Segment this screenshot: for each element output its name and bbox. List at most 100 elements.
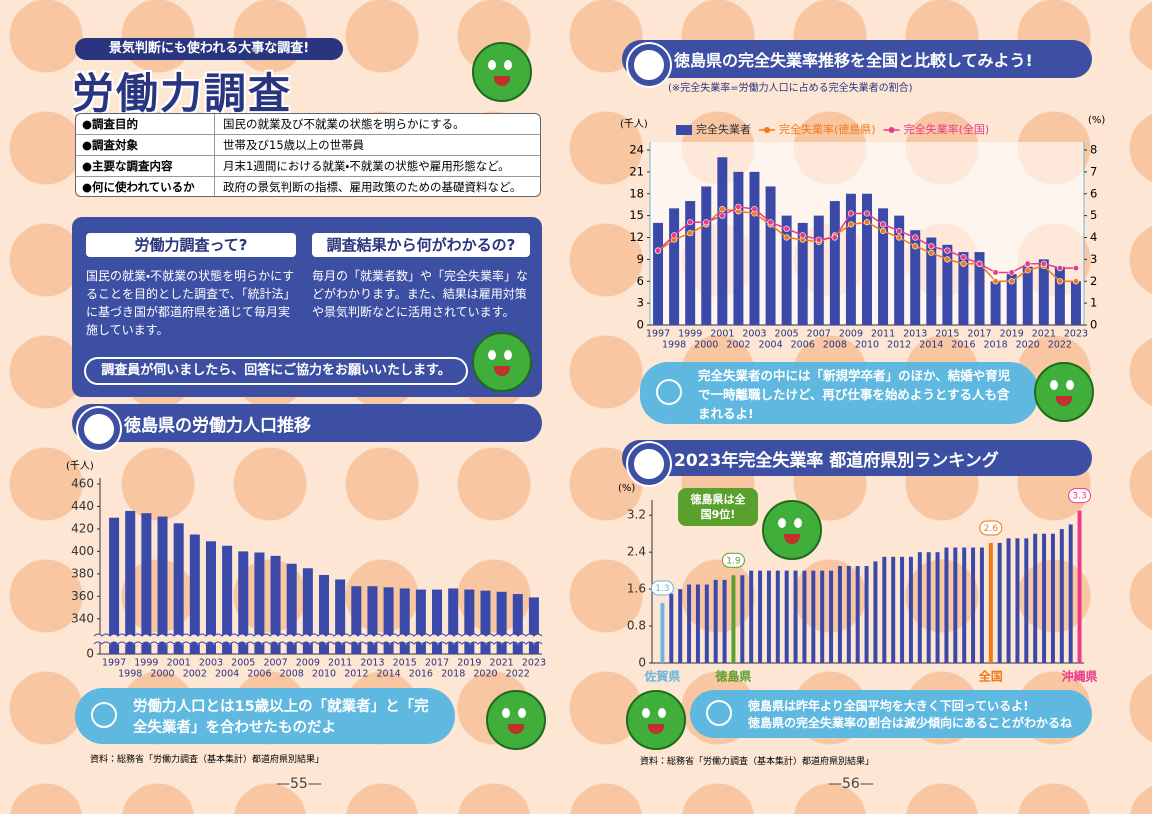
mascot (626, 690, 686, 750)
section-header: 徳島県の完全失業率推移を全国と比較してみよう! (622, 40, 1092, 86)
axis-break (93, 641, 543, 645)
bar (678, 589, 683, 663)
bar (882, 556, 887, 663)
x-tick-label: 2018 (441, 669, 465, 680)
bar (1006, 538, 1011, 663)
bar (1006, 273, 1017, 325)
point (992, 269, 999, 276)
y2-tick-label: 7 (1090, 164, 1097, 178)
bar (701, 186, 712, 325)
table-row: ●調査対象 世帯及び15歳以上の世帯員 (76, 135, 540, 156)
y2-tick-label: 1 (1090, 296, 1097, 310)
bar (917, 552, 922, 663)
bar (733, 171, 744, 325)
bar (894, 215, 905, 325)
point (863, 219, 871, 226)
point (863, 210, 871, 217)
y-tick-label: 6 (637, 274, 644, 288)
bar (944, 547, 949, 663)
bar (222, 545, 233, 654)
point (767, 219, 774, 226)
legend-label: 完全失業率(徳島県) (779, 122, 876, 136)
table-cell: 政府の景気判断の指標、雇用政策のための基礎資料など。 (223, 180, 522, 194)
point (654, 247, 662, 254)
bar (496, 591, 507, 654)
y-tick-label: 1.6 (627, 582, 646, 596)
bar (157, 516, 168, 654)
bar (660, 602, 665, 663)
section-title: 徳島県の労働力人口推移 (124, 415, 311, 436)
point (1040, 260, 1047, 267)
bar (958, 252, 969, 325)
y-tick-label: 18 (629, 186, 644, 200)
annotation: 徳島県は全国9位! (678, 488, 758, 526)
bar (878, 208, 889, 325)
bar (974, 252, 985, 325)
point (847, 210, 855, 217)
point (1024, 260, 1031, 267)
point (944, 247, 951, 254)
y-tick-label: 9 (637, 252, 644, 266)
table-cell: ●何に使われているか (76, 177, 215, 196)
x-tick-label: 2000 (150, 669, 174, 680)
gear-icon (78, 408, 120, 450)
point (783, 225, 790, 232)
bar (766, 570, 771, 663)
mascot (472, 332, 532, 392)
labor-force-chart: (千人)034036038040042044046019971998199920… (66, 460, 546, 680)
ranking-chart: (%) 0 0.8 1.6 2.4 3.2 佐賀県 1.3 徳島県 1.9 全国 2.6 沖縄県 3.3 (618, 483, 1098, 684)
bulb-icon (656, 379, 682, 405)
bar (1022, 266, 1033, 325)
x-tick-label: 1997 (102, 658, 126, 669)
mascot (472, 42, 532, 102)
value-label-box (650, 580, 674, 596)
info-text: 国民の就業・不就業の状態を明らかにすることを目的とした調査で、「統計法」に基づき… (86, 269, 296, 337)
bar (254, 552, 265, 654)
x-tick-label: 2006 (791, 340, 815, 351)
bar (862, 193, 872, 325)
point (751, 205, 758, 213)
bar (722, 579, 727, 663)
bar (758, 570, 763, 663)
x-tick-label: 2015 (935, 329, 959, 340)
bar (829, 570, 834, 663)
bar (141, 513, 152, 654)
unemployment-chart: (千人) (%)036912151821240123456781997199819… (620, 115, 1105, 351)
gear-icon (628, 44, 670, 86)
x-tick-label: 2008 (823, 340, 847, 351)
bar (448, 588, 459, 654)
bar (942, 244, 953, 325)
mascot (762, 500, 822, 560)
badge: 景気判断にも使われる大事な調査! (75, 38, 343, 60)
section-title: 徳島県の完全失業率推移を全国と比較してみよう! (674, 51, 1033, 70)
x-tick-label: 2020 (473, 669, 497, 680)
x-tick-label: 2005 (231, 658, 255, 669)
table-cell: ●調査目的 (76, 114, 215, 134)
bar (717, 157, 728, 325)
x-tick-label: 1999 (134, 658, 158, 669)
point (847, 221, 855, 228)
x-tick-label: 2013 (360, 658, 384, 669)
bar (775, 570, 780, 663)
x-tick-label: 2007 (807, 329, 831, 340)
bar (845, 193, 856, 325)
bar (367, 586, 378, 654)
x-tick-label: 2004 (215, 669, 239, 680)
point (976, 260, 983, 267)
bar (997, 542, 1002, 663)
mascot (486, 690, 546, 750)
legend-swatch (764, 127, 770, 133)
bar (749, 171, 760, 325)
bubble-text: 徳島県の完全失業率の割合は減少傾向にあることがわかるね (748, 716, 1073, 730)
point (896, 234, 903, 241)
axis-unit: (千人) (620, 118, 648, 130)
bar (908, 556, 913, 663)
point (896, 227, 903, 235)
y2-tick-label: 6 (1090, 186, 1097, 200)
x-tick-label: 2007 (263, 658, 287, 669)
x-tick-label: 2003 (742, 329, 766, 340)
point (879, 221, 887, 228)
speech-bubble: 完全失業者の中には「新規学卒者」のほか、結婚や育児で一時離職したけど、再び仕事を… (640, 362, 1038, 424)
bar (988, 542, 993, 663)
section-title: 2023年完全失業率 都道府県別ランキング (674, 450, 999, 471)
